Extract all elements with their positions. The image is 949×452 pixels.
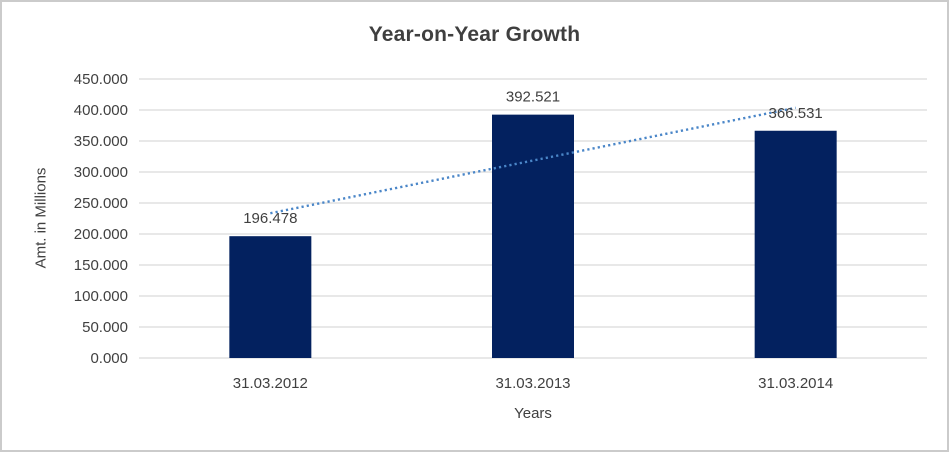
x-tick-label: 31.03.2012 (233, 375, 308, 392)
y-tick-label: 350.000 (74, 133, 128, 150)
data-label: 392.521 (506, 89, 560, 106)
y-tick-label: 50.000 (82, 319, 128, 336)
y-tick-label: 250.000 (74, 195, 128, 212)
x-tick-label: 31.03.2014 (758, 375, 833, 392)
trendline (270, 106, 796, 215)
y-tick-label: 400.000 (74, 102, 128, 119)
bar (229, 236, 312, 358)
chart-title: Year-on-Year Growth (368, 23, 581, 46)
bar (492, 114, 574, 358)
y-tick-label: 450.000 (74, 71, 128, 88)
bar (754, 130, 837, 358)
y-tick-label: 0.000 (90, 350, 128, 367)
y-tick-label: 300.000 (74, 164, 128, 181)
data-label: 196.478 (243, 210, 297, 227)
y-tick-label: 100.000 (74, 288, 128, 305)
x-tick-label: 31.03.2013 (495, 375, 570, 392)
y-tick-label: 200.000 (74, 226, 128, 243)
x-axis-title: Years (514, 405, 552, 422)
data-label: 366.531 (769, 105, 823, 122)
y-tick-label: 150.000 (74, 257, 128, 274)
